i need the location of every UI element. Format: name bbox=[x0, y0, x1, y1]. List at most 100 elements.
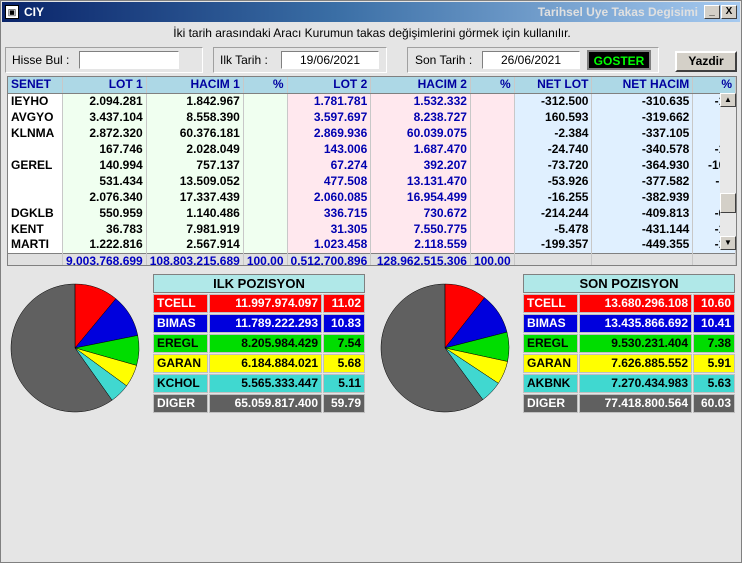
takas-table[interactable]: SENET LOT 1 HACIM 1% LOT 2 HACIM 2% NET LOT NE… bbox=[7, 76, 737, 266]
column-header[interactable]: LOT 1 bbox=[62, 77, 147, 94]
table-cell: -310.635 bbox=[591, 93, 694, 109]
table-cell: -5.478 bbox=[514, 221, 593, 237]
table-cell: 477.508 bbox=[287, 173, 372, 189]
table-cell: 1.023.458 bbox=[287, 237, 372, 253]
table-cell bbox=[470, 125, 515, 141]
position-row: BIMAS 13.435.866.692 10.41 bbox=[523, 314, 735, 333]
column-header[interactable]: HACIM 2 bbox=[370, 77, 471, 94]
table-cell bbox=[470, 93, 515, 109]
table-cell: 8.238.727 bbox=[370, 109, 471, 125]
table-row[interactable]: KLNMA 2.872.320 60.376.181 2.869.936 60.039.… bbox=[8, 125, 736, 141]
minimize-button[interactable]: _ bbox=[704, 5, 720, 19]
hisse-input[interactable] bbox=[79, 51, 179, 69]
total-cell: 0.512.700.896 bbox=[287, 252, 372, 265]
yazdir-button[interactable]: Yazdir bbox=[675, 51, 737, 72]
position-value: 8.205.984.429 bbox=[209, 334, 322, 353]
position-value: 65.059.817.400 bbox=[209, 394, 322, 413]
table-cell bbox=[8, 173, 63, 189]
table-cell: 7.981.919 bbox=[146, 221, 244, 237]
column-header[interactable]: HACIM 1 bbox=[146, 77, 244, 94]
window-subtitle: Tarihsel Uye Takas Degisimi bbox=[537, 5, 698, 19]
table-cell bbox=[243, 205, 288, 221]
table-cell bbox=[470, 205, 515, 221]
position-pct: 60.03 bbox=[693, 394, 735, 413]
pie-slice-diger bbox=[380, 283, 484, 413]
table-cell: 1.842.967 bbox=[146, 93, 244, 109]
table-cell: KENT bbox=[8, 221, 63, 237]
position-name: DIGER bbox=[523, 394, 578, 413]
table-row[interactable]: GEREL 140.994 757.137 67.274 392.207 -73.720-… bbox=[8, 157, 736, 173]
son-tarih-input[interactable]: 26/06/2021 bbox=[482, 51, 580, 69]
column-header[interactable]: NET LOT bbox=[514, 77, 593, 94]
table-row[interactable]: 167.746 2.028.049 143.006 1.687.470 -24.740-… bbox=[8, 141, 736, 157]
ilk-tarih-input[interactable]: 19/06/2021 bbox=[281, 51, 379, 69]
position-name: GARAN bbox=[153, 354, 208, 373]
position-row: TCELL 13.680.296.108 10.60 bbox=[523, 294, 735, 313]
table-cell: -449.355 bbox=[591, 237, 694, 253]
table-cell: -199.357 bbox=[514, 237, 593, 253]
table-cell bbox=[470, 189, 515, 205]
table-row[interactable]: KENT 36.783 7.981.919 31.305 7.550.775 -5.478… bbox=[8, 221, 736, 237]
table-cell bbox=[470, 141, 515, 157]
table-cell bbox=[243, 93, 288, 109]
table-cell: 13.131.470 bbox=[370, 173, 471, 189]
pie-slice-diger bbox=[10, 283, 113, 413]
table-cell: 2.869.936 bbox=[287, 125, 372, 141]
table-row[interactable]: 531.434 13.509.052 477.508 13.131.470 -53.92… bbox=[8, 173, 736, 189]
table-cell bbox=[470, 237, 515, 253]
table-cell: 7.550.775 bbox=[370, 221, 471, 237]
son-pozisyon-title: SON POZISYON bbox=[523, 274, 735, 293]
table-row[interactable]: AVGYO 3.437.104 8.558.390 3.597.697 8.238.72… bbox=[8, 109, 736, 125]
table-cell: 2.060.085 bbox=[287, 189, 372, 205]
position-value: 5.565.333.447 bbox=[209, 374, 322, 393]
table-cell bbox=[470, 109, 515, 125]
table-cell bbox=[243, 141, 288, 157]
column-header[interactable]: % bbox=[243, 77, 288, 94]
table-cell: 2.567.914 bbox=[146, 237, 244, 253]
table-cell: IEYHO bbox=[8, 93, 63, 109]
table-row[interactable]: IEYHO 2.094.281 1.842.967 1.781.781 1.532.33… bbox=[8, 93, 736, 109]
position-name: BIMAS bbox=[153, 314, 208, 333]
position-value: 7.270.434.983 bbox=[579, 374, 692, 393]
table-cell: -431.144 bbox=[591, 221, 694, 237]
position-name: DIGER bbox=[153, 394, 208, 413]
table-cell: GEREL bbox=[8, 157, 63, 173]
table-cell: MARTI bbox=[8, 237, 63, 253]
column-header[interactable]: % bbox=[692, 77, 736, 94]
table-cell bbox=[470, 221, 515, 237]
column-header[interactable]: NET HACIM bbox=[591, 77, 694, 94]
hisse-group bbox=[5, 47, 203, 73]
table-cell: 143.006 bbox=[287, 141, 372, 157]
table-cell: 336.715 bbox=[287, 205, 372, 221]
table-cell bbox=[470, 173, 515, 189]
vertical-scrollbar[interactable]: ▲ ▼ bbox=[720, 93, 736, 250]
table-cell: KLNMA bbox=[8, 125, 63, 141]
close-button[interactable]: X bbox=[721, 5, 737, 19]
position-value: 13.680.296.108 bbox=[579, 294, 692, 313]
table-cell: -73.720 bbox=[514, 157, 593, 173]
position-name: TCELL bbox=[523, 294, 578, 313]
column-header[interactable]: SENET bbox=[8, 77, 63, 94]
table-cell: DGKLB bbox=[8, 205, 63, 221]
goster-button[interactable]: GOSTER bbox=[587, 50, 651, 70]
position-row: TCELL 11.997.974.097 11.02 bbox=[153, 294, 365, 313]
table-row[interactable]: DGKLB 550.959 1.140.486 336.715 730.672 -214.… bbox=[8, 205, 736, 221]
window-title: CIY bbox=[24, 5, 45, 19]
column-header[interactable]: % bbox=[470, 77, 515, 94]
scroll-down-button[interactable]: ▼ bbox=[720, 236, 736, 250]
scroll-up-button[interactable]: ▲ bbox=[720, 93, 736, 107]
table-cell: 3.437.104 bbox=[62, 109, 147, 125]
title-bar[interactable]: ▣ CIY Tarihsel Uye Takas Degisimi _ X bbox=[2, 2, 740, 22]
table-row[interactable]: MARTI 1.222.816 2.567.914 1.023.458 2.118.55… bbox=[8, 237, 736, 253]
total-cell bbox=[8, 252, 63, 265]
scroll-thumb[interactable] bbox=[720, 193, 736, 213]
total-cell: 108.803.215.689 bbox=[146, 252, 244, 265]
position-value: 7.626.885.552 bbox=[579, 354, 692, 373]
position-value: 13.435.866.692 bbox=[579, 314, 692, 333]
table-row[interactable]: 2.076.340 17.337.439 2.060.085 16.954.499 -1… bbox=[8, 189, 736, 205]
table-cell: 2.076.340 bbox=[62, 189, 147, 205]
table-cell: 730.672 bbox=[370, 205, 471, 221]
table-cell: -337.105 bbox=[591, 125, 694, 141]
column-header[interactable]: LOT 2 bbox=[287, 77, 372, 94]
